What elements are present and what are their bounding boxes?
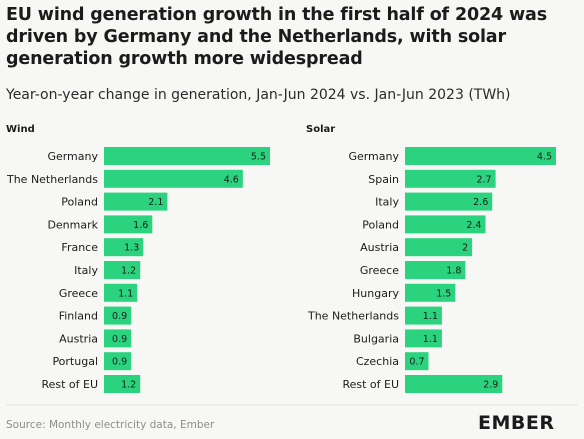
solar-value-label: 2.6: [473, 197, 488, 208]
wind-bar: [104, 147, 270, 165]
wind-value-label: 0.9: [112, 311, 127, 322]
solar-value-label: 1.1: [423, 334, 438, 345]
solar-category-label: Spain: [368, 173, 399, 186]
wind-category-label: Germany: [47, 150, 98, 163]
wind-category-label: Rest of EU: [41, 378, 98, 391]
wind-value-label: 2.1: [148, 197, 163, 208]
wind-bar: [104, 192, 168, 211]
solar-value-label: 2.7: [476, 174, 491, 185]
wind-category-label: Austria: [59, 332, 98, 345]
solar-category-label: Bulgaria: [353, 332, 399, 345]
chart-title: EU wind generation growth in the first h…: [6, 5, 547, 69]
wind-value-label: 0.9: [112, 334, 127, 345]
wind-category-label: Portugal: [52, 355, 98, 368]
solar-value-label: 2.4: [466, 220, 481, 231]
solar-bar: [405, 147, 556, 165]
chart-subtitle: Year-on-year change in generation, Jan-J…: [6, 87, 511, 103]
solar-bar: [405, 375, 503, 393]
solar-bar: [405, 352, 429, 371]
solar-category-label: Germany: [348, 150, 399, 163]
wind-bar: [104, 283, 138, 302]
solar-bar: [405, 169, 496, 188]
wind-value-label: 1.2: [121, 266, 136, 277]
solar-value-label: 1.8: [446, 266, 461, 277]
wind-bar: [104, 261, 141, 279]
solar-bar: [405, 306, 442, 325]
wind-category-label: Poland: [61, 196, 98, 209]
wind-value-label: 1.3: [124, 243, 139, 254]
solar-bar: [405, 261, 466, 279]
solar-category-label: Poland: [362, 218, 399, 231]
solar-category-label: Rest of EU: [342, 378, 399, 391]
wind-bar: [104, 352, 132, 371]
solar-category-label: Greece: [360, 264, 399, 277]
solar-value-label: 4.5: [537, 152, 552, 163]
wind-category-label: Finland: [59, 310, 98, 323]
solar-panel-title: Solar: [306, 124, 336, 135]
wind-category-label: Italy: [74, 264, 98, 277]
wind-value-label: 5.5: [251, 152, 266, 163]
wind-bar: [104, 238, 144, 257]
wind-value-label: 1.6: [133, 220, 148, 231]
wind-value-label: 1.1: [118, 288, 133, 299]
wind-panel-title: Wind: [6, 124, 35, 135]
wind-bar: [104, 306, 132, 325]
solar-category-label: The Netherlands: [307, 310, 399, 323]
solar-category-label: Hungary: [352, 287, 399, 300]
solar-value-label: 1.1: [423, 311, 438, 322]
solar-category-label: Italy: [375, 196, 399, 209]
solar-value-label: 2: [462, 243, 468, 254]
solar-value-label: 0.7: [409, 357, 424, 368]
solar-bar: [405, 192, 493, 211]
ember-logo: EMBER: [478, 412, 555, 434]
solar-category-label: Austria: [360, 241, 399, 254]
solar-bar: [405, 283, 456, 302]
wind-value-label: 1.2: [121, 380, 136, 391]
solar-bar: [405, 329, 442, 348]
solar-value-label: 1.5: [436, 288, 451, 299]
solar-value-label: 2.9: [483, 380, 498, 391]
wind-bar: [104, 169, 243, 188]
wind-category-label: Denmark: [47, 218, 98, 231]
wind-bar: [104, 329, 132, 348]
solar-bar: [405, 238, 473, 257]
source-note: Source: Monthly electricity data, Ember: [6, 419, 215, 431]
solar-bar: [405, 215, 486, 234]
wind-category-label: France: [61, 241, 98, 254]
wind-category-label: The Netherlands: [6, 173, 98, 186]
wind-value-label: 4.6: [224, 174, 239, 185]
wind-bar: [104, 375, 141, 393]
solar-category-label: Czechia: [356, 355, 399, 368]
wind-category-label: Greece: [59, 287, 98, 300]
wind-bar: [104, 215, 153, 234]
wind-value-label: 0.9: [112, 357, 127, 368]
